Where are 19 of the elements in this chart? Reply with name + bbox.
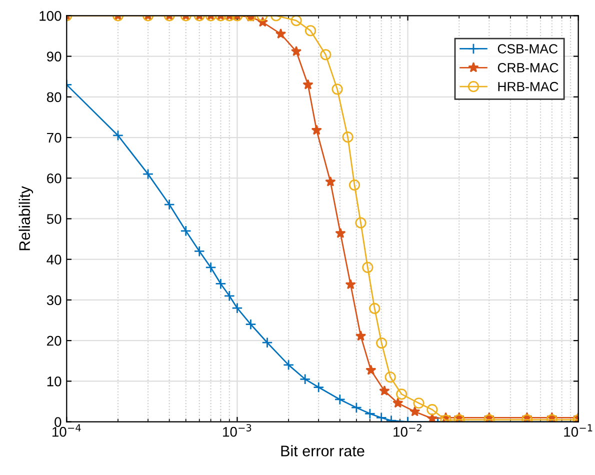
y-tick-label: 100 (40, 11, 62, 21)
y-tick-label: 20 (47, 336, 62, 346)
x-tick-label: 10$^{−3}$ (223, 424, 252, 437)
y-tick-label: 60 (47, 173, 62, 184)
y-tick-label: 10 (47, 376, 62, 386)
y-tick-label: 50 (46, 214, 62, 224)
x-tick-label: 10$^{−1}$ (564, 424, 592, 437)
legend-label: CRB-MAC (498, 63, 558, 72)
x-tick-label: 10$^{−2}$ (394, 424, 422, 437)
y-tick-label: 0 (54, 417, 62, 427)
y-tick-label: 30 (46, 295, 62, 306)
y-tick-label: 70 (47, 132, 62, 143)
x-axis-title: Bit error rate (281, 445, 364, 456)
y-tick-label: 80 (46, 92, 62, 102)
legend-label: CSB-MAC (498, 44, 558, 54)
legend-label: HRB-MAC (498, 82, 558, 92)
y-tick-label: 40 (46, 254, 62, 265)
y-axis-title: Reliability (18, 186, 34, 250)
y-tick-label: 90 (46, 52, 62, 62)
